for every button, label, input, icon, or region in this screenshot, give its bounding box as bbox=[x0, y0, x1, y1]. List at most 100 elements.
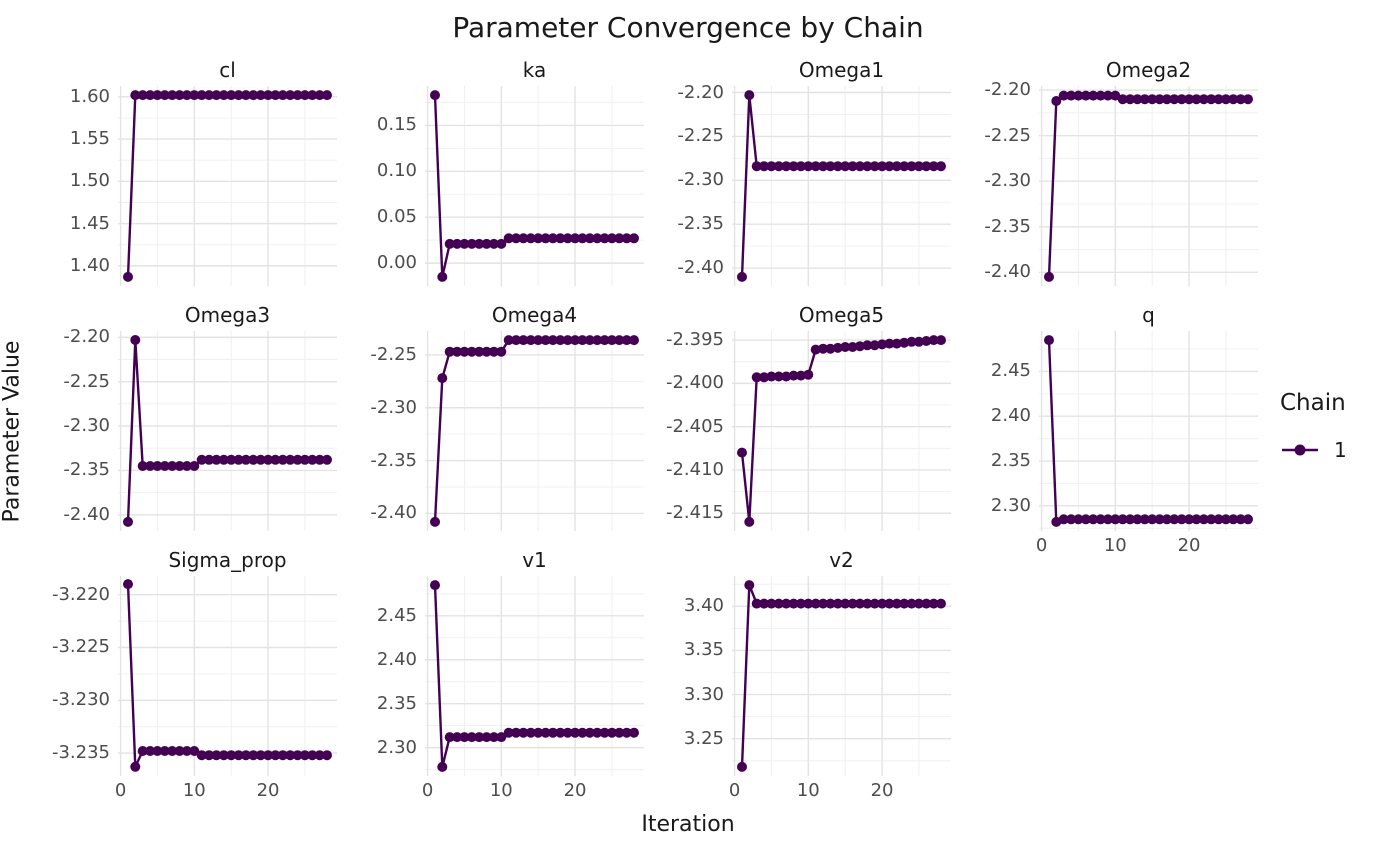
data-point bbox=[862, 340, 873, 351]
data-point bbox=[599, 335, 610, 346]
data-point bbox=[437, 271, 448, 282]
data-point bbox=[570, 335, 581, 346]
data-point bbox=[854, 341, 865, 352]
data-point bbox=[899, 337, 910, 348]
data-point bbox=[218, 454, 229, 465]
data-point bbox=[533, 727, 544, 738]
data-point bbox=[196, 750, 207, 761]
data-point bbox=[1184, 514, 1195, 525]
data-point bbox=[1228, 94, 1239, 105]
data-point bbox=[1125, 94, 1136, 105]
y-tick-label: 2.45 bbox=[376, 604, 417, 626]
x-axis-tick-labels: 0 10 20 bbox=[729, 776, 951, 802]
data-point bbox=[248, 750, 259, 761]
data-point bbox=[1073, 90, 1084, 101]
data-point bbox=[1206, 514, 1217, 525]
data-point bbox=[525, 727, 536, 738]
data-point bbox=[614, 233, 625, 244]
data-point bbox=[555, 233, 566, 244]
data-point bbox=[928, 161, 939, 172]
data-point bbox=[159, 746, 170, 756]
data-point bbox=[921, 161, 932, 172]
data-point bbox=[189, 746, 200, 756]
data-point bbox=[255, 90, 266, 101]
y-tick-label: -2.40 bbox=[370, 502, 417, 524]
data-point bbox=[737, 761, 747, 772]
data-point bbox=[511, 727, 522, 738]
data-point bbox=[226, 750, 237, 761]
data-point bbox=[1235, 514, 1246, 525]
data-point bbox=[825, 161, 836, 172]
data-point bbox=[1044, 271, 1054, 282]
data-point bbox=[292, 454, 303, 465]
data-point bbox=[1228, 514, 1239, 525]
data-point bbox=[810, 161, 821, 172]
data-point bbox=[130, 335, 141, 345]
data-point bbox=[123, 271, 133, 282]
data-point bbox=[137, 461, 148, 471]
x-tick-label: 0 bbox=[421, 780, 434, 801]
x-tick-label: 0 bbox=[1035, 535, 1048, 556]
y-tick-label: 3.25 bbox=[683, 727, 724, 749]
data-point bbox=[592, 727, 603, 738]
data-point bbox=[1058, 90, 1069, 101]
data-point bbox=[751, 598, 762, 609]
y-tick-label: 2.35 bbox=[990, 450, 1031, 472]
data-point bbox=[444, 732, 455, 743]
data-point bbox=[1088, 90, 1099, 101]
data-point bbox=[292, 90, 303, 101]
facet-Omega3: Omega3 -2.40 -2.35 -2.30 -2.25 -2.20 bbox=[30, 303, 337, 531]
data-point bbox=[629, 233, 639, 244]
data-point bbox=[1206, 94, 1217, 105]
data-point bbox=[248, 90, 259, 101]
data-point bbox=[459, 732, 470, 743]
data-point bbox=[204, 90, 215, 101]
data-point bbox=[211, 454, 222, 465]
data-point bbox=[511, 233, 522, 244]
data-point bbox=[137, 746, 148, 756]
data-point bbox=[299, 90, 310, 101]
data-point bbox=[1139, 514, 1150, 525]
data-point bbox=[751, 372, 762, 383]
data-point bbox=[159, 461, 170, 471]
data-point bbox=[270, 90, 281, 101]
y-tick-label: 2.30 bbox=[990, 494, 1031, 516]
data-point bbox=[277, 750, 288, 761]
facet-strip-label: Omega3 bbox=[184, 303, 271, 327]
data-point bbox=[906, 336, 917, 347]
data-point bbox=[899, 598, 910, 609]
data-point bbox=[614, 335, 625, 346]
data-point bbox=[562, 233, 573, 244]
data-point bbox=[1154, 94, 1165, 105]
y-tick-label: -2.25 bbox=[370, 343, 417, 365]
data-point bbox=[233, 454, 244, 465]
facet-panel bbox=[1039, 331, 1258, 531]
y-tick-label: 0.10 bbox=[376, 160, 417, 182]
data-point bbox=[1066, 90, 1077, 101]
data-point bbox=[1117, 94, 1128, 105]
data-point bbox=[130, 761, 141, 772]
y-axis-tick-labels: 3.25 3.30 3.35 3.40 bbox=[644, 576, 732, 776]
data-point bbox=[906, 598, 917, 609]
x-axis-tick-labels: 0 10 20 bbox=[422, 776, 644, 802]
data-point bbox=[877, 161, 888, 172]
data-point bbox=[913, 336, 924, 347]
data-point bbox=[218, 750, 229, 761]
data-point bbox=[511, 335, 522, 346]
y-tick-label: -2.410 bbox=[665, 458, 724, 480]
data-point bbox=[430, 516, 440, 527]
facet-strip-label: v1 bbox=[522, 548, 547, 572]
y-tick-label: 3.40 bbox=[683, 595, 724, 617]
data-point bbox=[884, 598, 895, 609]
facet-panel bbox=[425, 576, 644, 776]
data-point bbox=[181, 90, 192, 101]
y-tick-label: -2.20 bbox=[63, 326, 110, 348]
data-point bbox=[884, 338, 895, 349]
data-point bbox=[936, 161, 946, 172]
data-point bbox=[825, 598, 836, 609]
data-point bbox=[1235, 94, 1246, 105]
data-point bbox=[1176, 94, 1187, 105]
data-point bbox=[570, 233, 581, 244]
data-point bbox=[437, 761, 448, 772]
data-point bbox=[1213, 514, 1224, 525]
